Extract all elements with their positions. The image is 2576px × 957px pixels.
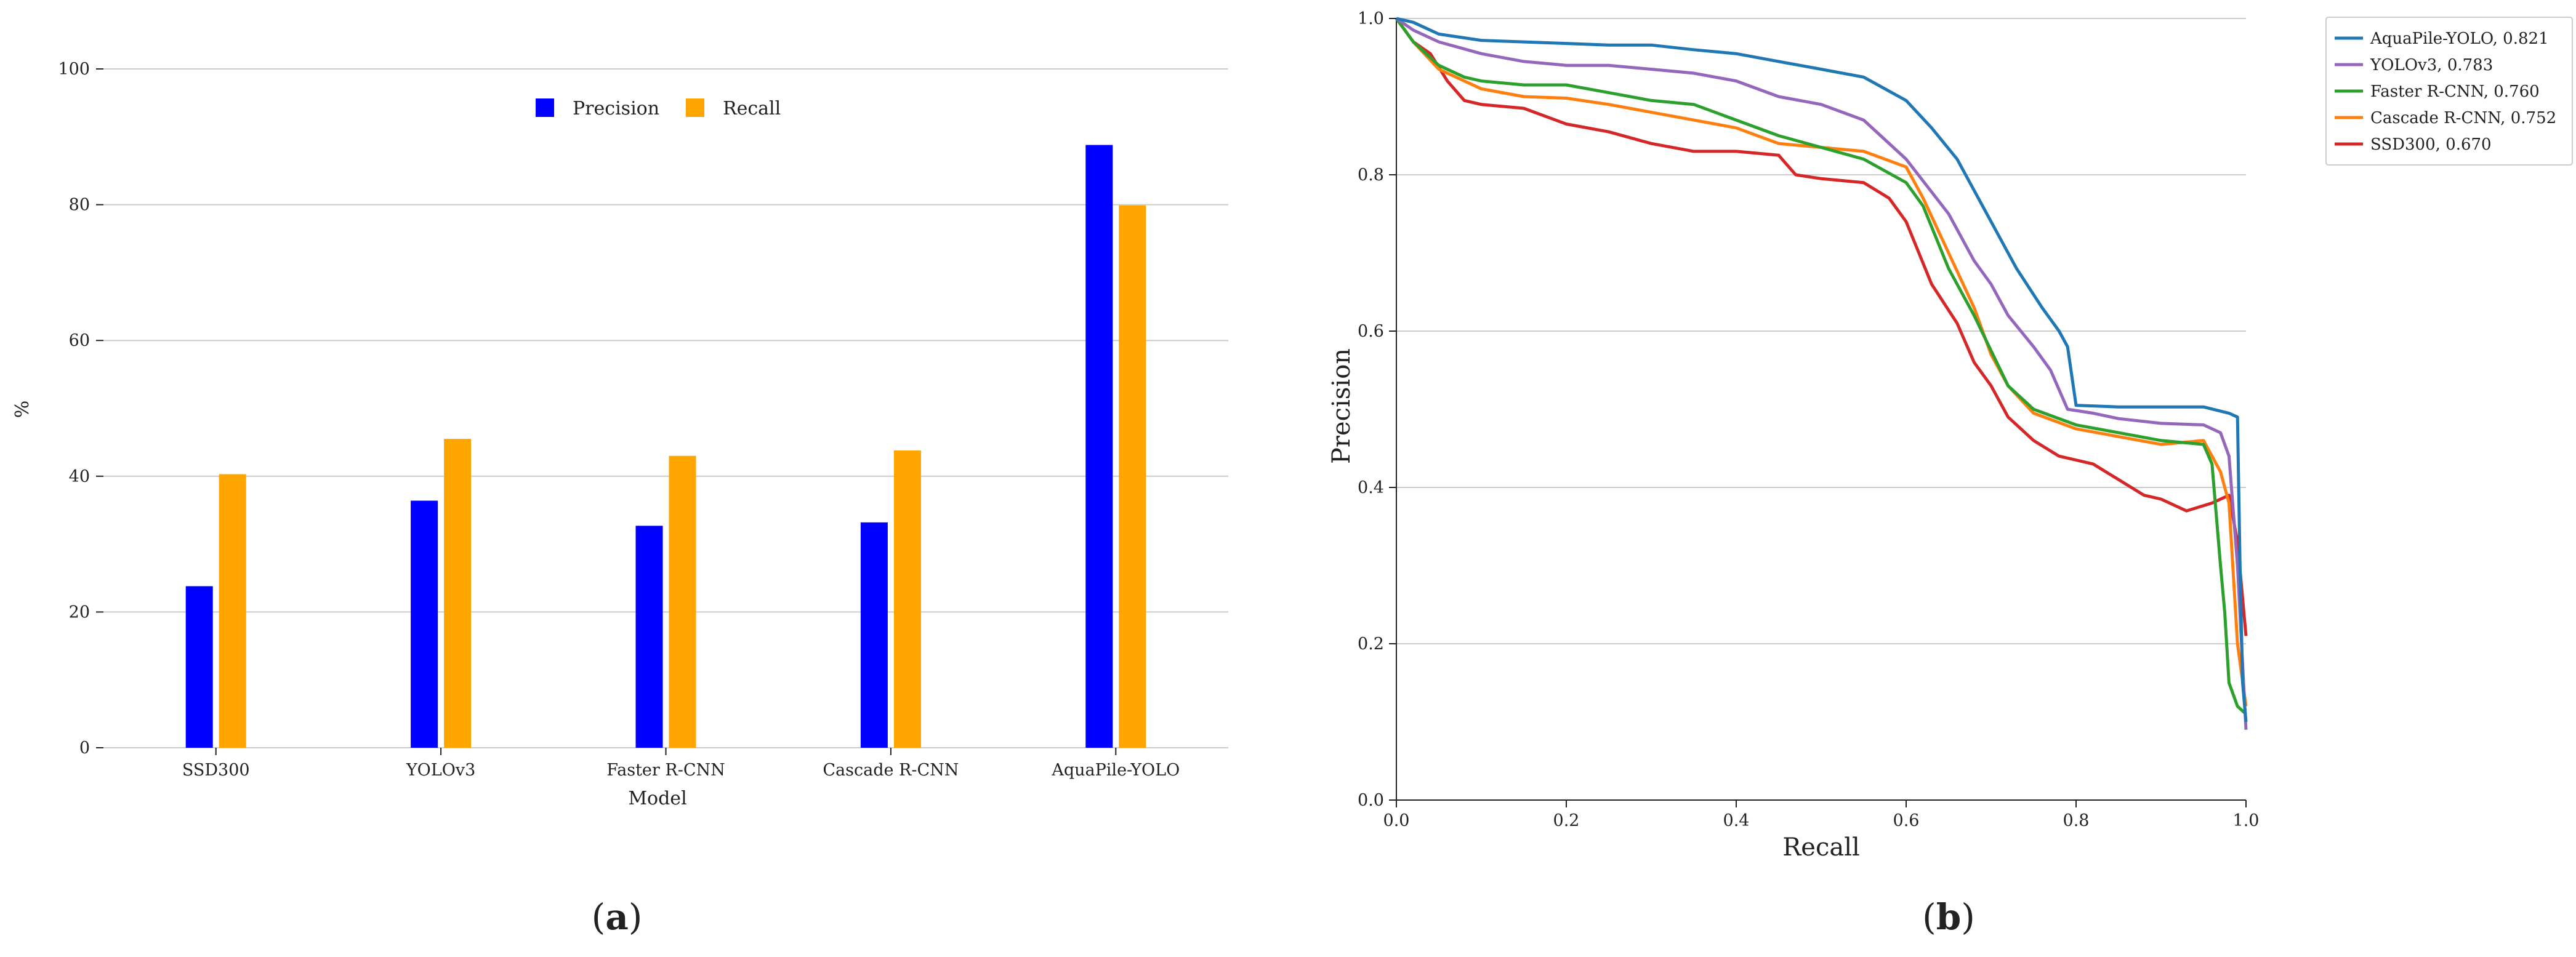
pr-curve-y-tick-label: 0.6 xyxy=(1358,322,1384,341)
pr-curve-axes xyxy=(1396,18,2246,801)
bar-precision xyxy=(635,526,663,748)
bar-recall xyxy=(669,455,696,748)
legend-label: Precision xyxy=(573,98,659,119)
pr-curve-panel: 0.0 0.2 0.4 0.6 0.8 1.0 0.0 0.2 0.4 0.6 0.8 1.0 Aq… xyxy=(1327,9,2573,938)
bar-recall xyxy=(219,474,246,748)
bar-precision xyxy=(860,522,888,748)
pr-curve-x-axis-label: Recall xyxy=(1782,833,1860,862)
pr-curve-x-tick-label: 0.2 xyxy=(1553,811,1580,830)
pr-line-yolov3 xyxy=(1395,17,2248,730)
legend-label: YOLOv3, 0.783 xyxy=(2370,56,2493,74)
pr-curve-x-tick-label: 0.4 xyxy=(1723,811,1750,830)
pr-curve-x-tick-label: 0.0 xyxy=(1383,811,1410,830)
bar-chart-panel: 0 20 40 60 80 100 SSD300 YOLOv3 Faster R-CNN Cas… xyxy=(12,60,1228,938)
legend-label: AquaPile-YOLO, 0.821 xyxy=(2370,30,2549,48)
bar-chart-bars xyxy=(185,145,1146,748)
bar-recall xyxy=(1119,205,1146,748)
legend-swatch xyxy=(536,98,554,117)
pr-curve-y-axis-label: Precision xyxy=(1327,348,1356,464)
pr-curve-x-tick-label: 0.8 xyxy=(2063,811,2090,830)
bar-chart-y-tick-label: 80 xyxy=(69,196,90,215)
bar-chart-legend: Precision Recall xyxy=(536,98,781,119)
legend-label: Faster R-CNN, 0.760 xyxy=(2370,82,2540,101)
bar-chart-x-tick-label: AquaPile-YOLO xyxy=(1051,761,1180,780)
bar-precision xyxy=(1085,145,1113,748)
pr-curve-y-tick-label: 0.4 xyxy=(1358,478,1384,497)
pr-curve-legend: AquaPile-YOLO, 0.821 YOLOv3, 0.783 Faster … xyxy=(2325,17,2573,166)
panel-a-label: (a) xyxy=(592,896,643,938)
legend-label: SSD300, 0.670 xyxy=(2370,135,2492,154)
bar-chart-x-tick-label: Faster R-CNN xyxy=(606,761,725,780)
pr-line-faster-rcnn xyxy=(1395,17,2247,716)
bar-precision xyxy=(185,586,213,748)
pr-curve-x-tick-label: 0.6 xyxy=(1893,811,1920,830)
bar-chart-x-tick-label: YOLOv3 xyxy=(406,761,475,780)
legend-label: Cascade R-CNN, 0.752 xyxy=(2370,109,2556,127)
pr-curve-x-tick-label: 1.0 xyxy=(2233,811,2260,830)
bar-precision xyxy=(411,500,438,748)
pr-curve-lines xyxy=(1395,17,2248,730)
pr-curve-gridlines xyxy=(1396,18,2246,801)
pr-line-ssd300 xyxy=(1395,17,2248,636)
pr-curve-y-tick-label: 1.0 xyxy=(1358,9,1384,28)
pr-curve-y-tick-label: 0.8 xyxy=(1358,166,1384,185)
pr-curve-x-ticks: 0.0 0.2 0.4 0.6 0.8 1.0 xyxy=(1383,800,2260,830)
bar-chart-y-tick-label: 20 xyxy=(69,603,90,622)
legend-swatch xyxy=(686,98,704,117)
pr-line-cascade-rcnn xyxy=(1395,17,2248,707)
bar-recall xyxy=(893,450,921,748)
pr-line-aquapile-yolo xyxy=(1396,17,2248,723)
pr-curve-y-tick-label: 0.0 xyxy=(1358,791,1384,810)
bar-chart-y-tick-label: 60 xyxy=(69,331,90,350)
bar-chart-x-tick-label: Cascade R-CNN xyxy=(823,761,959,780)
bar-chart-y-axis-label: % xyxy=(12,401,33,418)
panel-b-label: (b) xyxy=(1922,896,1975,938)
bar-chart-x-tick-label: SSD300 xyxy=(182,761,250,780)
pr-curve-y-tick-label: 0.2 xyxy=(1358,635,1384,654)
legend-label: Recall xyxy=(723,98,781,119)
bar-chart-y-tick-label: 100 xyxy=(58,60,90,79)
bar-chart-x-axis-label: Model xyxy=(628,788,686,809)
bar-recall xyxy=(444,439,472,748)
bar-chart-y-tick-label: 0 xyxy=(79,739,90,758)
pr-curve-y-ticks: 0.0 0.2 0.4 0.6 0.8 1.0 xyxy=(1358,9,1396,810)
bar-chart-gridlines xyxy=(103,68,1228,748)
bar-chart-y-ticks: 0 20 40 60 80 100 xyxy=(58,60,103,758)
bar-chart-y-tick-label: 40 xyxy=(69,467,90,486)
legend-frame xyxy=(2325,17,2573,166)
bar-chart-x-ticks: SSD300 YOLOv3 Faster R-CNN Cascade R-CNN Aqu… xyxy=(182,748,1180,780)
